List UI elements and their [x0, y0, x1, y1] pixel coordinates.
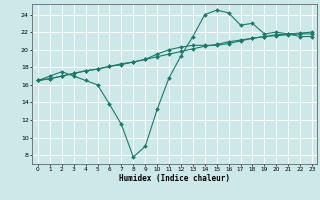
X-axis label: Humidex (Indice chaleur): Humidex (Indice chaleur) [119, 174, 230, 183]
